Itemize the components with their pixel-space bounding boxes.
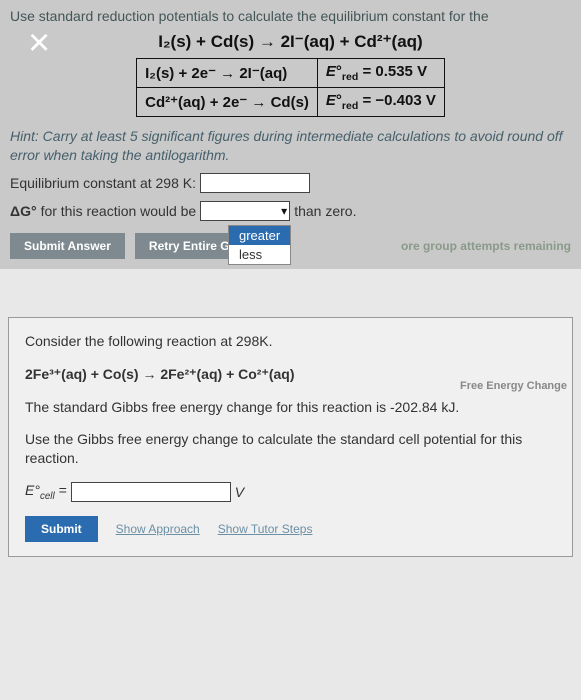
hint-text: Hint: Carry at least 5 significant figur… xyxy=(10,127,571,165)
main-equation: I₂(s) + Cd(s) → 2I⁻(aq) + Cd²⁺(aq) xyxy=(158,32,422,52)
line1: Consider the following reaction at 298K. xyxy=(25,332,556,351)
eq-const-row: Equilibrium constant at 298 K: xyxy=(10,173,571,193)
reduction-table: I₂(s) + 2e⁻ → 2I⁻(aq) E°red = 0.535 V Cd… xyxy=(136,58,445,117)
dg-text-post: than zero. xyxy=(294,203,356,219)
dg-symbol: ΔG° xyxy=(10,203,37,219)
button-row: Submit Answer Retry Entire Group greater… xyxy=(10,233,571,259)
submit-answer-button[interactable]: Submit Answer xyxy=(10,233,125,259)
ecell-label: E°cell = xyxy=(25,482,67,502)
show-tutor-link[interactable]: Show Tutor Steps xyxy=(218,522,313,536)
option-less[interactable]: less xyxy=(229,245,290,264)
section-header-fragment: Free Energy Change xyxy=(460,380,567,392)
dg-select[interactable]: ▾ xyxy=(200,201,290,221)
option-greater[interactable]: greater xyxy=(229,226,290,245)
dropdown-popup: greater less xyxy=(228,225,291,265)
main-equation-area: I₂(s) + Cd(s) → 2I⁻(aq) + Cd²⁺(aq) xyxy=(10,32,571,52)
table-row: Cd²⁺(aq) + 2e⁻ → Cd(s) E°red = −0.403 V xyxy=(137,88,445,117)
ecell-row: E°cell = V xyxy=(25,482,556,502)
ecell-unit: V xyxy=(235,484,244,500)
eq-const-input[interactable] xyxy=(200,173,310,193)
dg-text-mid: for this reaction would be xyxy=(41,203,197,219)
show-approach-link[interactable]: Show Approach xyxy=(116,522,200,536)
prompt-text: Use standard reduction potentials to cal… xyxy=(10,8,571,24)
rxn-cell: Cd²⁺(aq) + 2e⁻ → Cd(s) xyxy=(137,88,318,117)
problem-panel-1: Use standard reduction potentials to cal… xyxy=(0,0,581,269)
table-row: I₂(s) + 2e⁻ → 2I⁻(aq) E°red = 0.535 V xyxy=(137,59,445,88)
rxn-cell: I₂(s) + 2e⁻ → 2I⁻(aq) xyxy=(137,59,318,88)
ered-cell: E°red = 0.535 V xyxy=(317,59,444,88)
submit-button[interactable]: Submit xyxy=(25,516,98,542)
chevron-down-icon: ▾ xyxy=(281,204,287,218)
line2: The standard Gibbs free energy change fo… xyxy=(25,398,556,417)
eq-const-label: Equilibrium constant at 298 K: xyxy=(10,175,196,191)
line3: Use the Gibbs free energy change to calc… xyxy=(25,430,556,468)
problem-panel-2: Consider the following reaction at 298K.… xyxy=(8,317,573,557)
reduction-table-wrap: I₂(s) + 2e⁻ → 2I⁻(aq) E°red = 0.535 V Cd… xyxy=(10,58,571,117)
attempts-remaining: ore group attempts remaining xyxy=(401,239,571,253)
ered-cell: E°red = −0.403 V xyxy=(317,88,444,117)
close-icon[interactable]: × xyxy=(28,22,50,65)
submit-row: Submit Show Approach Show Tutor Steps xyxy=(25,516,556,542)
ecell-input[interactable] xyxy=(71,482,231,502)
dg-row: ΔG° for this reaction would be ▾ than ze… xyxy=(10,201,571,221)
